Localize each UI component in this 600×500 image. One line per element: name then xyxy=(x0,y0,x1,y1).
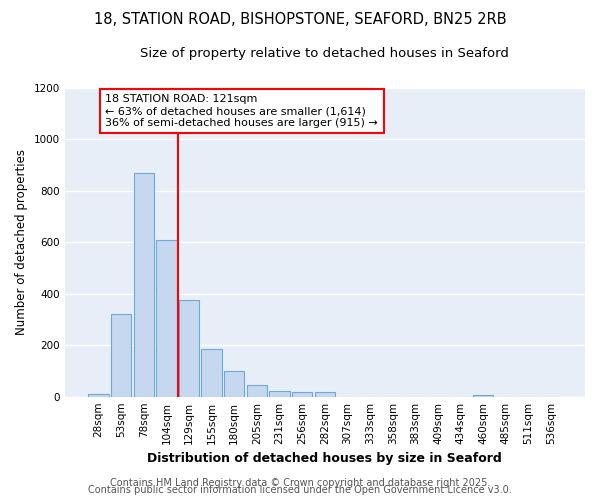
Text: Contains HM Land Registry data © Crown copyright and database right 2025.: Contains HM Land Registry data © Crown c… xyxy=(110,478,490,488)
Bar xyxy=(247,385,267,396)
Bar xyxy=(269,391,290,396)
Bar xyxy=(202,349,222,397)
Text: Contains public sector information licensed under the Open Government Licence v3: Contains public sector information licen… xyxy=(88,485,512,495)
Y-axis label: Number of detached properties: Number of detached properties xyxy=(15,150,28,336)
Bar xyxy=(111,314,131,396)
Bar xyxy=(292,392,313,396)
Bar xyxy=(473,394,493,396)
Bar xyxy=(179,300,199,396)
Text: 18 STATION ROAD: 121sqm
← 63% of detached houses are smaller (1,614)
36% of semi: 18 STATION ROAD: 121sqm ← 63% of detache… xyxy=(105,94,378,128)
Title: Size of property relative to detached houses in Seaford: Size of property relative to detached ho… xyxy=(140,48,509,60)
Bar xyxy=(314,392,335,396)
Bar xyxy=(88,394,109,396)
Text: 18, STATION ROAD, BISHOPSTONE, SEAFORD, BN25 2RB: 18, STATION ROAD, BISHOPSTONE, SEAFORD, … xyxy=(94,12,506,28)
Bar xyxy=(224,371,244,396)
Bar xyxy=(134,173,154,396)
X-axis label: Distribution of detached houses by size in Seaford: Distribution of detached houses by size … xyxy=(148,452,502,465)
Bar xyxy=(156,240,176,396)
